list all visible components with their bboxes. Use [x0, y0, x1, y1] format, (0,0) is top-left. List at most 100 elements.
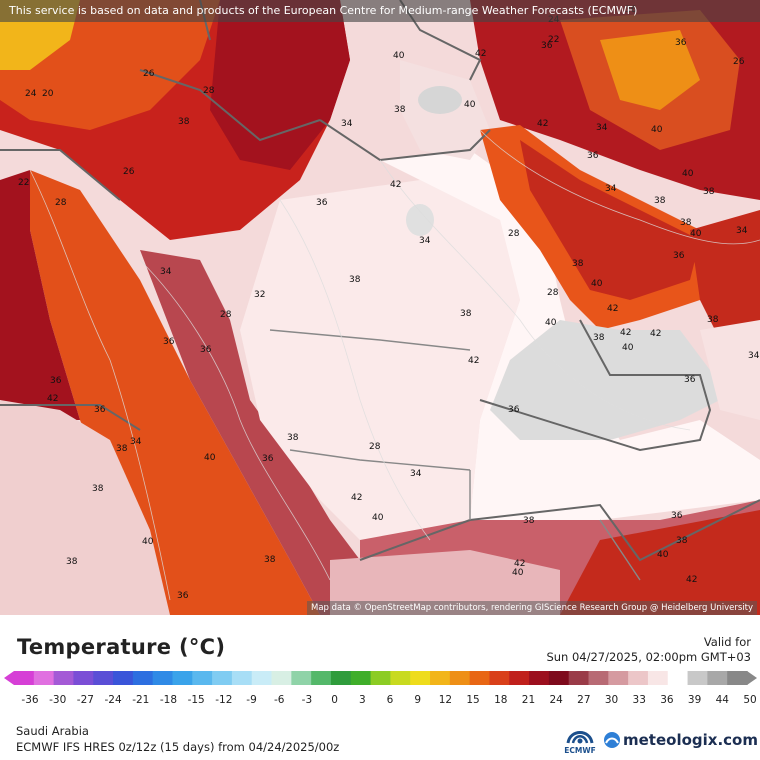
- region-name: Saudi Arabia: [16, 724, 89, 738]
- contour-value-label: 36: [50, 376, 62, 386]
- grey-patch-central: [406, 204, 434, 236]
- contour-value-label: 42: [351, 493, 362, 503]
- contour-value-label: 26: [733, 57, 745, 67]
- contour-value-label: 36: [675, 38, 687, 48]
- contour-value-label: 36: [508, 405, 520, 415]
- legend-swatch: [410, 671, 431, 685]
- legend-bar: [4, 671, 757, 685]
- legend-tick-label: -12: [215, 694, 232, 706]
- legend-swatch: [172, 671, 193, 685]
- ecmwf-logo[interactable]: ECMWF: [560, 723, 600, 755]
- ethiopia-region: [0, 400, 170, 615]
- color-legend: -36 -30 -27 -24 -21 -18 -15 -12 -9 -6 -3 0 3 6 9 12 15 18…: [4, 671, 757, 706]
- legend-tick-label: 27: [577, 694, 590, 706]
- contour-value-label: 28: [55, 198, 67, 208]
- legend-tick-label: 36: [660, 694, 674, 706]
- rub-al-khali: [380, 150, 760, 520]
- valid-label: Valid for: [703, 635, 751, 649]
- contour-value-label: 34: [736, 226, 748, 236]
- legend-swatch: [469, 671, 491, 685]
- legend-ticks: -36 -30 -27 -24 -21 -18 -15 -12 -9 -6 -3 0 3 6 9 12 15 18…: [21, 694, 756, 706]
- contour-value-label: 36: [671, 511, 683, 521]
- legend-tick-label: 0: [331, 694, 338, 706]
- contour-value-label: 38: [66, 557, 78, 567]
- contour-value-label: 34: [341, 119, 353, 129]
- contour-value-label: 40: [142, 537, 154, 547]
- legend-swatch: [311, 671, 332, 685]
- contour-value-label: 40: [591, 279, 603, 289]
- contour-value-label: 40: [657, 550, 669, 560]
- contour-value-label: 28: [547, 288, 559, 298]
- legend-arrow-left: [4, 671, 14, 685]
- legend-swatch: [489, 671, 510, 685]
- legend-swatch: [192, 671, 213, 685]
- contour-value-label: 36: [163, 337, 175, 347]
- legend-swatch: [449, 671, 471, 685]
- legend-swatch: [212, 671, 233, 685]
- yemen-highlands: [330, 550, 560, 615]
- ecmwf-banner: This service is based on data and produc…: [0, 0, 760, 22]
- contour-value-label: 42: [468, 356, 479, 366]
- legend-swatch: [152, 671, 174, 685]
- ecmwf-label: ECMWF: [564, 746, 596, 755]
- legend-swatch: [390, 671, 411, 685]
- contour-value-label: 34: [596, 123, 608, 133]
- valid-time: Valid for Sun 04/27/2025, 02:00pm GMT+03: [546, 635, 751, 665]
- contour-value-label: 36: [316, 198, 328, 208]
- contour-value-label: 34: [130, 437, 142, 447]
- contour-value-label: 40: [690, 229, 702, 239]
- legend-tick-label: 18: [494, 694, 507, 706]
- legend-swatch: [370, 671, 392, 685]
- contour-value-label: 38: [703, 187, 715, 197]
- contour-value-label: 42: [390, 180, 401, 190]
- map-canvas: 3624222026283840423624262228343840362634…: [0, 0, 760, 615]
- contour-value-label: 36: [262, 454, 274, 464]
- contour-value-label: 42: [607, 304, 618, 314]
- temperature-map[interactable]: 3624222026283840423624262228343840362634…: [0, 0, 760, 615]
- contour-value-label: 38: [460, 309, 472, 319]
- contour-value-label: 36: [177, 591, 189, 601]
- legend-tick-label: -27: [77, 694, 94, 706]
- legend-tick-label: 21: [522, 694, 535, 706]
- contour-value-label: 42: [686, 575, 697, 585]
- contour-value-label: 38: [92, 484, 104, 494]
- meteologix-logo[interactable]: meteologix.com: [603, 730, 758, 750]
- region-borders: [269, 329, 641, 581]
- contour-value-label: 40: [393, 51, 405, 61]
- legend-swatch: [14, 671, 35, 685]
- legend-swatch: [588, 671, 609, 685]
- legend-swatch: [33, 671, 55, 685]
- legend-swatch: [628, 671, 649, 685]
- legend-swatch: [707, 671, 728, 685]
- oman-region: [700, 320, 760, 420]
- gulf-inner: [520, 140, 700, 300]
- map-attribution[interactable]: Map data © OpenStreetMap contributors, r…: [307, 601, 757, 615]
- variable-title: Temperature (°C): [17, 635, 226, 659]
- meteologix-icon: [604, 732, 620, 748]
- legend-swatch: [529, 671, 550, 685]
- legend-tick-label: -36: [21, 694, 38, 706]
- legend-swatch: [291, 671, 312, 685]
- model-run: ECMWF IFS HRES 0z/12z (15 days) from 04/…: [16, 740, 340, 754]
- contour-value-label: 38: [287, 433, 299, 443]
- contour-value-label: 28: [203, 86, 215, 96]
- contour-value-label: 38: [349, 275, 361, 285]
- legend-swatch: [271, 671, 292, 685]
- uae-grey-patch: [490, 320, 720, 440]
- contour-value-label: 40: [682, 169, 694, 179]
- contour-value-label: 34: [748, 351, 760, 361]
- ecmwf-icon: [566, 731, 594, 744]
- legend-tick-label: -15: [188, 694, 205, 706]
- legend-tick-label: 3: [359, 694, 366, 706]
- contour-value-label: 22: [18, 178, 29, 188]
- contour-value-label: 34: [410, 469, 422, 479]
- legend-tick-label: 39: [688, 694, 701, 706]
- legend-swatch: [667, 671, 689, 685]
- contour-value-label: 36: [684, 375, 696, 385]
- contour-value-label: 38: [654, 196, 666, 206]
- contour-value-label: 38: [394, 105, 406, 115]
- sudan-region: [0, 170, 80, 420]
- legend-tick-label: -18: [160, 694, 177, 706]
- contour-value-label: 36: [200, 345, 212, 355]
- legend-tick-label: 50: [743, 694, 756, 706]
